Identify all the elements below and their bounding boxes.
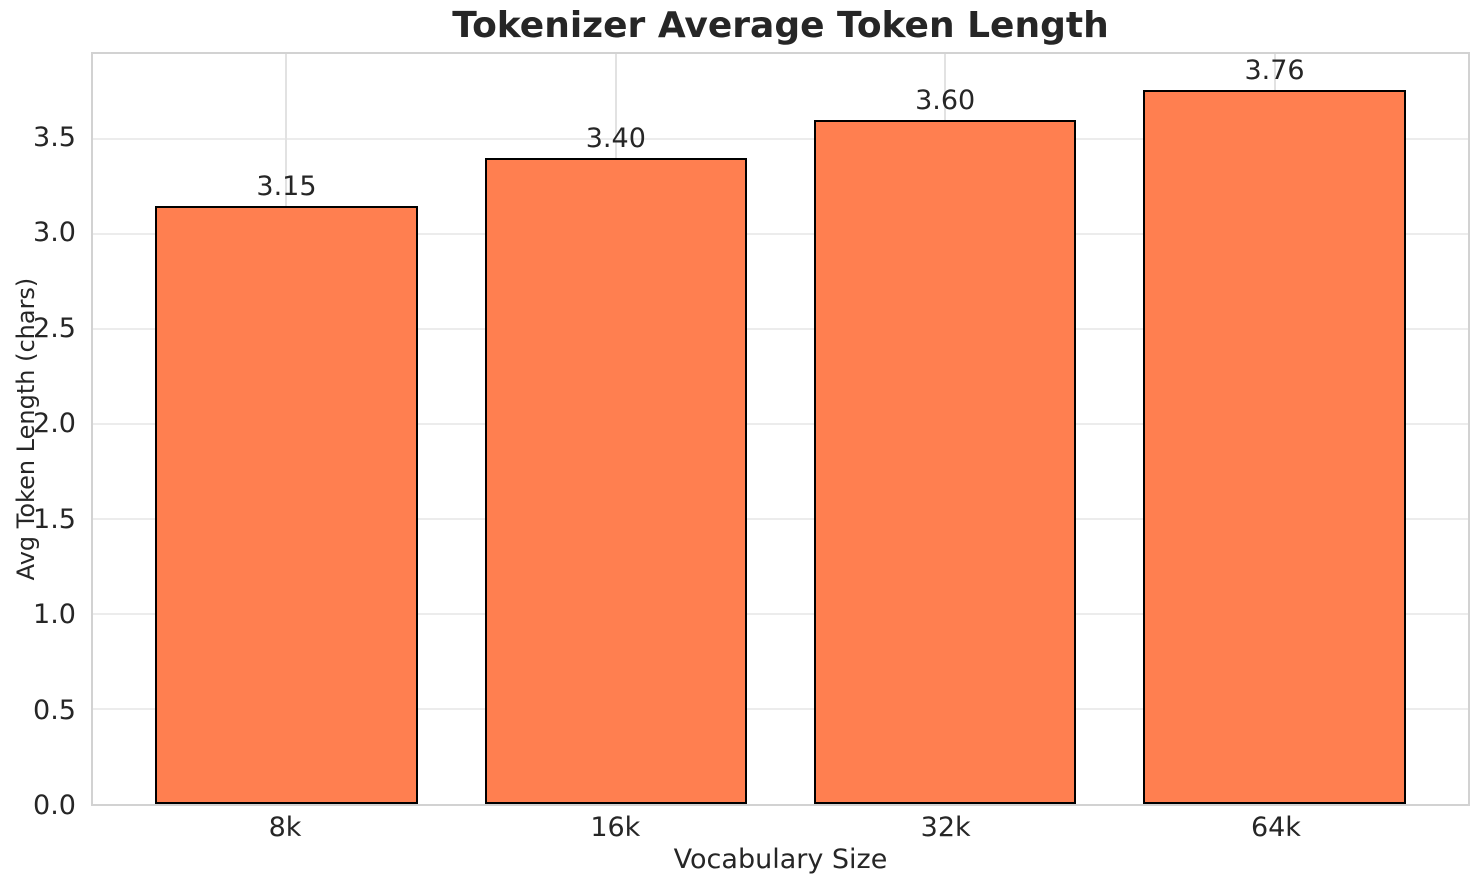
y-tick-label: 1.5 [33, 503, 76, 535]
h-gridline [93, 423, 1468, 426]
h-gridline [93, 233, 1468, 236]
bar [484, 158, 748, 804]
x-axis-label: Vocabulary Size [673, 844, 888, 875]
bar-value-label: 3.60 [915, 85, 976, 117]
bar-value-label: 3.76 [1244, 55, 1305, 87]
bar [155, 205, 418, 804]
x-tick-label: 64k [1250, 812, 1301, 843]
y-tick-label: 0.5 [33, 694, 76, 726]
x-axis-ticks: 8k 16k 32k 64k [91, 812, 1470, 846]
bar [813, 120, 1077, 804]
plot-area: 3.15 3.40 3.60 3.76 [91, 52, 1470, 806]
y-axis-ticks: 0.0 0.5 1.0 1.5 2.0 2.5 3.0 3.5 [0, 52, 76, 821]
y-tick-label: 2.5 [33, 312, 76, 344]
h-gridline [93, 328, 1468, 331]
h-gridline [93, 708, 1468, 711]
bar-value-label: 3.40 [585, 123, 646, 155]
y-tick-label: 3.0 [33, 217, 76, 249]
bar [1143, 90, 1406, 804]
h-gridline [93, 518, 1468, 521]
y-tick-label: 0.0 [33, 790, 76, 821]
x-tick-label: 32k [920, 812, 971, 843]
h-gridline [93, 613, 1468, 616]
y-tick-label: 3.5 [33, 121, 76, 153]
x-tick-label: 8k [268, 812, 302, 843]
y-tick-label: 1.0 [33, 599, 76, 631]
chart-title: Tokenizer Average Token Length [452, 5, 1109, 46]
bar-value-label: 3.15 [256, 170, 317, 202]
h-gridline [93, 138, 1468, 141]
x-tick-label: 16k [590, 812, 641, 843]
y-tick-label: 2.0 [33, 408, 76, 440]
